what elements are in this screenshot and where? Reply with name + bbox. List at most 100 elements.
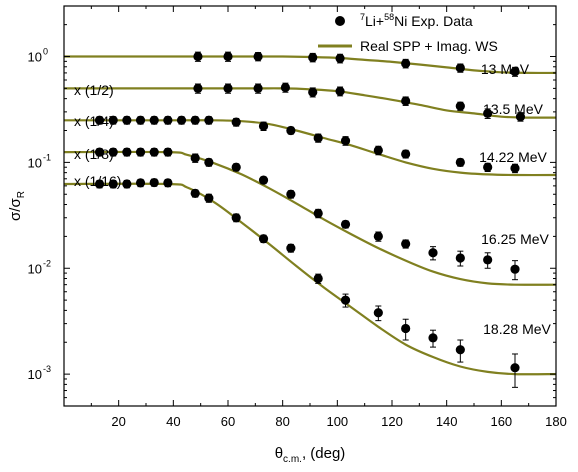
- data-point: [340, 219, 351, 229]
- x-tick-label: 100: [326, 414, 348, 429]
- data-point: [204, 193, 214, 203]
- data-point: [135, 178, 146, 188]
- legend-entry-fit: Real SPP + Imag. WS: [360, 38, 498, 54]
- data-point: [515, 112, 526, 122]
- data-point: [190, 153, 200, 163]
- data-point: [94, 115, 105, 125]
- data-point: [313, 273, 323, 284]
- data-point: [428, 248, 438, 258]
- data-point: [223, 51, 233, 62]
- data-point: [122, 115, 132, 125]
- data-point: [258, 234, 269, 244]
- x-tick-label: 60: [221, 414, 235, 429]
- scale-label: x (1/4): [74, 113, 114, 129]
- data-point: [253, 83, 263, 93]
- scale-label: x (1/2): [74, 82, 114, 98]
- data-point: [193, 83, 203, 93]
- y-tick-exponent: -1: [43, 152, 51, 162]
- data-point: [108, 147, 118, 157]
- scale-label: x (1/16): [74, 173, 121, 189]
- data-point: [335, 53, 345, 63]
- data-point: [204, 157, 214, 167]
- data-point: [122, 179, 132, 189]
- energy-label: 18.28 MeV: [483, 321, 551, 337]
- data-point: [135, 147, 146, 157]
- data-point: [340, 136, 351, 146]
- fit-curve-2: [64, 119, 557, 177]
- fit-curve-1: [64, 87, 557, 119]
- y-tick-label: 10: [28, 367, 42, 382]
- x-tick-label: 120: [381, 414, 403, 429]
- data-point: [483, 255, 493, 265]
- x-tick-label: 180: [545, 414, 567, 429]
- energy-label: 14.22 MeV: [479, 149, 547, 165]
- data-point: [163, 147, 173, 157]
- data-point: [373, 231, 383, 241]
- y-tick-label: 10: [28, 50, 42, 65]
- data-point: [108, 115, 118, 125]
- data-point: [401, 239, 411, 249]
- data-point: [340, 295, 351, 305]
- x-tick-label: 160: [490, 414, 512, 429]
- plot-frame: [63, 5, 557, 407]
- data-point: [258, 121, 269, 131]
- data-point: [176, 115, 187, 125]
- data-point: [94, 179, 105, 189]
- data-point: [510, 67, 520, 77]
- data-point: [313, 133, 323, 143]
- data-point: [204, 115, 214, 125]
- data-point: [335, 86, 345, 96]
- data-point: [373, 145, 383, 155]
- annotations: 13 MeV 13.5 MeV x (1/2) 14.22 MeV x (1/4) 16.…: [74, 61, 552, 337]
- data-points: [94, 51, 526, 388]
- energy-label: 13.5 MeV: [483, 101, 544, 117]
- y-tick-label: 10: [28, 155, 42, 170]
- x-axis-label: θc.m., (deg): [275, 445, 346, 465]
- x-tick-label: 80: [275, 414, 289, 429]
- data-point: [286, 243, 296, 253]
- data-point: [313, 208, 323, 218]
- data-point: [108, 179, 118, 189]
- data-point: [149, 147, 159, 157]
- data-point: [280, 82, 290, 93]
- data-point: [308, 87, 318, 97]
- data-point: [190, 115, 200, 125]
- data-point: [401, 58, 411, 69]
- y-tick-exponent: -2: [43, 258, 51, 268]
- data-point: [258, 175, 269, 185]
- data-point: [122, 147, 132, 157]
- data-point: [190, 188, 200, 198]
- legend-entry-data: 7Li+58Ni Exp. Data: [360, 12, 473, 29]
- data-point: [135, 115, 146, 125]
- data-point: [149, 177, 159, 188]
- data-point: [149, 115, 159, 125]
- legend: 7Li+58Ni Exp. Data Real SPP + Imag. WS: [318, 12, 498, 54]
- data-point: [253, 51, 263, 62]
- data-point: [510, 264, 520, 274]
- x-tick-label: 20: [111, 414, 125, 429]
- scale-label: x (1/8): [74, 146, 114, 162]
- data-point: [401, 323, 411, 334]
- data-point: [163, 178, 173, 188]
- y-tick-exponent: -3: [43, 364, 51, 374]
- data-point: [455, 157, 465, 167]
- y-tick-exponent: 0: [43, 47, 48, 57]
- data-point: [231, 117, 241, 127]
- data-point: [401, 96, 411, 106]
- fit-curve-4: [63, 182, 557, 376]
- energy-label: 16.25 MeV: [481, 231, 549, 247]
- data-point: [193, 51, 203, 62]
- data-point: [483, 108, 493, 119]
- data-point: [455, 345, 465, 355]
- data-point: [223, 83, 233, 93]
- data-point: [286, 125, 296, 136]
- legend-marker-symbol: [335, 16, 345, 26]
- data-point: [455, 101, 465, 111]
- data-point: [428, 333, 438, 343]
- energy-label: 13 MeV: [481, 61, 530, 77]
- data-point: [483, 162, 493, 172]
- data-point: [455, 63, 465, 73]
